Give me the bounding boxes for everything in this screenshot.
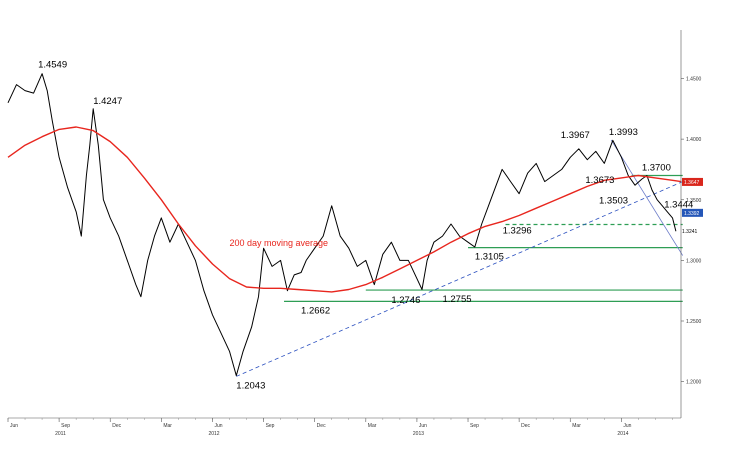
trend-line	[236, 181, 683, 377]
x-tick-label: Dec	[317, 423, 326, 429]
y-tick-label: 1.3000	[686, 258, 702, 264]
price-annotation: 1.2043	[236, 380, 265, 391]
price-annotation: 1.3673	[585, 175, 614, 186]
price-annotations: 1.4549 1.4247 1.2043 1.2662 1.2746 1.2755 1.31…	[38, 60, 693, 392]
x-tick-label: Mar	[572, 423, 581, 429]
price-annotation: 1.3444	[664, 200, 693, 211]
price-annotation: 1.3967	[561, 130, 590, 141]
price-annotation: 1.2746	[391, 295, 420, 306]
price-series	[7, 73, 682, 377]
price-line	[7, 73, 677, 377]
y-tick-label: 1.2500	[686, 319, 702, 325]
x-year-label: 2012	[208, 431, 219, 437]
x-tick-label: Sep	[470, 423, 479, 429]
last-price-label: 1.3241	[682, 229, 698, 235]
y-tick-label: 1.2000	[686, 380, 702, 386]
x-tick-label: Dec	[521, 423, 530, 429]
y-tick-label: 1.3500	[686, 198, 702, 204]
price-annotation: 1.4247	[93, 96, 122, 107]
trend-lines	[236, 139, 684, 377]
price-annotation: 1.3503	[599, 195, 628, 206]
x-year-label: 2014	[617, 431, 628, 437]
x-tick-label: Sep	[61, 423, 70, 429]
x-tick-label: Jun	[214, 423, 222, 429]
price-annotation: 1.4549	[38, 60, 67, 71]
x-year-label: 2013	[413, 431, 424, 437]
price-annotation: 1.2755	[442, 294, 471, 305]
tick-labels: 1.4500 1.4000 1.3500 1.3000 1.2500 1.2000 Jun S…	[7, 77, 702, 437]
y-tick-label: 1.4500	[686, 77, 702, 83]
price-badges: 1.3647 1.3392 1.3241	[682, 177, 703, 235]
price-badge	[682, 208, 703, 217]
moving-average-line	[7, 126, 682, 293]
y-tick-label: 1.4000	[686, 137, 702, 143]
price-badge-label: 1.3392	[684, 211, 700, 217]
x-tick-label: Dec	[112, 423, 121, 429]
axes	[8, 30, 682, 419]
support-resistance-levels	[284, 174, 683, 302]
price-badge	[682, 177, 703, 186]
x-tick-label: Mar	[163, 423, 172, 429]
x-tick-label: Jun	[419, 423, 427, 429]
price-annotation: 1.3296	[503, 225, 532, 236]
price-annotation: 1.3700	[642, 163, 671, 174]
price-annotation: 1.3105	[475, 252, 504, 263]
x-year-label: 2011	[55, 431, 66, 437]
moving-average-label: 200 day moving average	[229, 238, 328, 248]
price-badge-label: 1.3647	[684, 180, 700, 186]
x-tick-label: Jun	[623, 423, 631, 429]
price-annotation: 1.3993	[609, 127, 638, 138]
x-tick-label: Sep	[266, 423, 275, 429]
price-annotation: 1.2662	[301, 305, 330, 316]
x-tick-label: Mar	[368, 423, 377, 429]
trend-line	[610, 139, 684, 256]
x-tick-label: Jun	[10, 423, 18, 429]
